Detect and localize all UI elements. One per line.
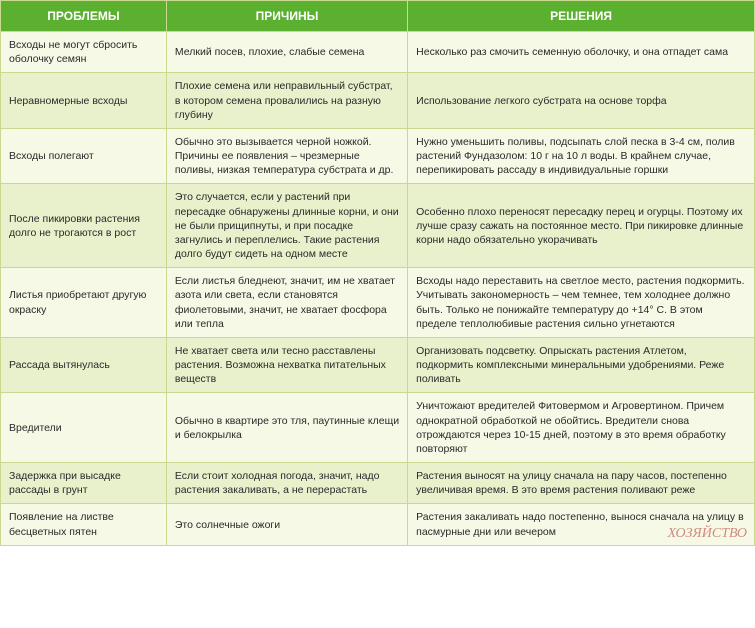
table-row: Рассада вытянулась Не хватает света или … [1, 337, 755, 393]
cell-solution: Несколько раз смочить семенную оболочку,… [408, 32, 755, 73]
cell-solution: Всходы надо переставить на светлое место… [408, 268, 755, 338]
cell-cause: Если листья бледнеют, значит, им не хват… [166, 268, 407, 338]
cell-problem: Неравномерные всходы [1, 73, 167, 129]
cell-solution: Организовать подсветку. Опрыскать растен… [408, 337, 755, 393]
cell-solution: Нужно уменьшить поливы, подсыпать слой п… [408, 128, 755, 184]
table-row: Вредители Обычно в квартире это тля, пау… [1, 393, 755, 463]
table-row: Задержка при высадке рассады в грунт Есл… [1, 463, 755, 504]
cell-problem: Всходы полегают [1, 128, 167, 184]
cell-cause: Обычно в квартире это тля, паутинные кле… [166, 393, 407, 463]
cell-cause: Если стоит холодная погода, значит, надо… [166, 463, 407, 504]
cell-cause: Мелкий посев, плохие, слабые семена [166, 32, 407, 73]
header-row: ПРОБЛЕМЫ ПРИЧИНЫ РЕШЕНИЯ [1, 1, 755, 32]
col-header-cause: ПРИЧИНЫ [166, 1, 407, 32]
table-row: После пикировки растения долго не трогаю… [1, 184, 755, 268]
table-row: Всходы полегают Обычно это вызывается че… [1, 128, 755, 184]
table-row: Всходы не могут сбросить оболочку семян … [1, 32, 755, 73]
cell-problem: Рассада вытянулась [1, 337, 167, 393]
col-header-problem: ПРОБЛЕМЫ [1, 1, 167, 32]
cell-cause: Это случается, если у растений при перес… [166, 184, 407, 268]
cell-cause: Обычно это вызывается черной ножкой. При… [166, 128, 407, 184]
cell-solution: Уничтожают вредителей Фитовермом и Агров… [408, 393, 755, 463]
cell-solution: Растения закаливать надо постепенно, вын… [408, 504, 755, 545]
table-row: Появление на листве бесцветных пятен Это… [1, 504, 755, 545]
cell-problem: Вредители [1, 393, 167, 463]
table-body: Всходы не могут сбросить оболочку семян … [1, 32, 755, 546]
cell-solution: Использование легкого субстрата на основ… [408, 73, 755, 129]
cell-cause: Это солнечные ожоги [166, 504, 407, 545]
cell-problem: После пикировки растения долго не трогаю… [1, 184, 167, 268]
cell-problem: Задержка при высадке рассады в грунт [1, 463, 167, 504]
cell-cause: Не хватает света или тесно расставлены р… [166, 337, 407, 393]
col-header-solution: РЕШЕНИЯ [408, 1, 755, 32]
cell-problem: Появление на листве бесцветных пятен [1, 504, 167, 545]
cell-solution: Особенно плохо переносят пересадку перец… [408, 184, 755, 268]
cell-cause: Плохие семена или неправильный субстрат,… [166, 73, 407, 129]
cell-problem: Листья приобретают другую окраску [1, 268, 167, 338]
problems-table: ПРОБЛЕМЫ ПРИЧИНЫ РЕШЕНИЯ Всходы не могут… [0, 0, 755, 546]
table-row: Неравномерные всходы Плохие семена или н… [1, 73, 755, 129]
cell-problem: Всходы не могут сбросить оболочку семян [1, 32, 167, 73]
table-row: Листья приобретают другую окраску Если л… [1, 268, 755, 338]
cell-solution: Растения выносят на улицу сначала на пар… [408, 463, 755, 504]
